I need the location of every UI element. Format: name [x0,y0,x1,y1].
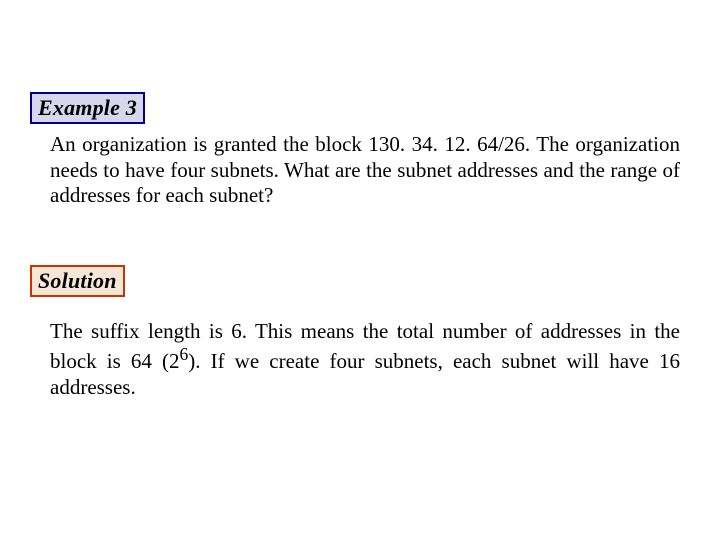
example-text: An organization is granted the block 130… [30,132,680,209]
solution-text: The suffix length is 6. This means the t… [30,319,680,401]
example-label: Example 3 [30,92,145,124]
solution-superscript: 6 [179,344,188,364]
solution-label: Solution [30,265,125,297]
